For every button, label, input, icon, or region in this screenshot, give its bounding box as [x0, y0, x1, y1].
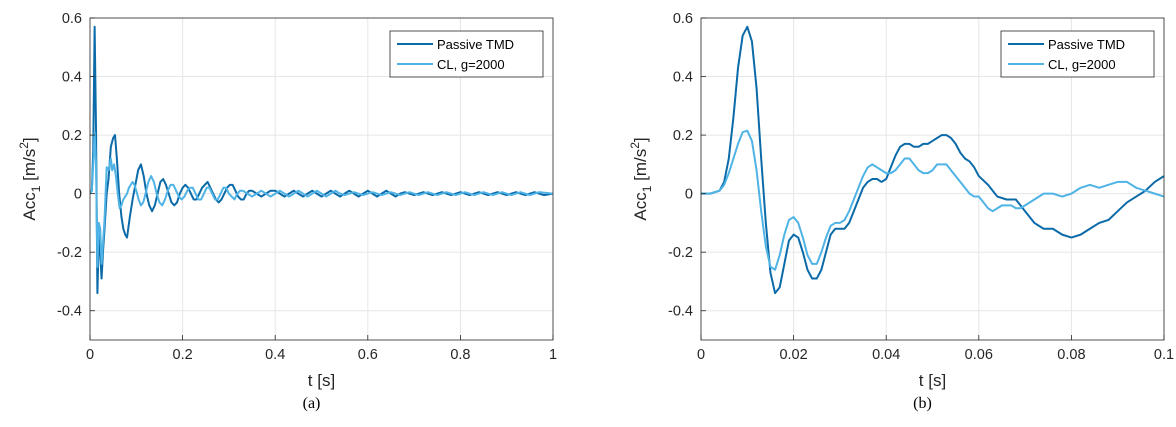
series-a	[90, 25, 553, 295]
x-tick-label: 0.06	[965, 347, 993, 363]
caption-b: (b)	[913, 395, 932, 412]
y-tick-label: -0.4	[57, 304, 82, 320]
legend-box	[389, 30, 544, 78]
y-axis-label-b: Acc1 [m/s2]	[628, 137, 654, 220]
legend-label: CL, g=2000	[437, 57, 505, 72]
series-line-cl-g2000	[90, 131, 553, 268]
x-tick-label: 0	[86, 347, 94, 363]
y-axis-label-part: ]	[631, 137, 650, 142]
legend-label: Passive TMD	[1048, 37, 1125, 52]
y-axis-label-part: [m/s	[631, 149, 650, 186]
x-tick-label: 1	[549, 347, 557, 363]
plot-frame-a	[89, 17, 554, 341]
x-tick-label: 0.1	[1154, 347, 1174, 363]
y-axis-label-part: 2	[17, 142, 31, 149]
y-axis-label-part: [m/s	[20, 149, 39, 186]
y-axis-label-part: 1	[640, 185, 654, 192]
y-tick-label: 0.2	[673, 128, 693, 144]
x-ticks-a: 0 0.2 0.4 0.6 0.8 1	[86, 335, 557, 363]
series-line-passive-tmd	[701, 25, 1164, 295]
y-tick-label: -0.2	[57, 245, 82, 261]
y-tick-label: 0	[74, 187, 82, 203]
y-ticks-b: -0.4 -0.2 0 0.2 0.4 0.6	[668, 11, 706, 320]
x-axis-label-b: t [s]	[919, 371, 946, 390]
y-axis-label-part: ]	[20, 137, 39, 142]
y-tick-label: -0.2	[668, 245, 693, 261]
y-tick-label: 0.6	[673, 11, 693, 27]
y-tick-label: 0.6	[62, 11, 82, 27]
legend-label: CL, g=2000	[1048, 57, 1116, 72]
legend-b: Passive TMD CL, g=2000	[1000, 30, 1155, 78]
x-tick-label: 0	[697, 347, 705, 363]
series-b	[701, 25, 1164, 295]
x-tick-label: 0.6	[358, 347, 378, 363]
y-tick-label: -0.4	[668, 304, 693, 320]
y-tick-label: 0.4	[62, 70, 82, 86]
x-axis-label-a: t [s]	[308, 371, 335, 390]
x-tick-label: 0.8	[450, 347, 470, 363]
panel-b-chart: 0 0.02 0.04 0.06 0.08 0.1 -0.4-0.200.20.40.6 …	[628, 11, 1174, 412]
legend-box	[1000, 30, 1155, 78]
legend-a: Passive TMD CL, g=2000	[389, 30, 544, 78]
x-tick-label: 0.4	[265, 347, 285, 363]
y-axis-label-part: 1	[29, 185, 43, 192]
caption-a: (a)	[303, 395, 321, 412]
x-tick-label: 0.02	[779, 347, 807, 363]
y-tick-label: 0.2	[62, 128, 82, 144]
series-line-cl-g2000	[701, 129, 1164, 271]
x-tick-label: 0.2	[173, 347, 193, 363]
panel-a-chart: 0 0.2 0.4 0.6 0.8 1 -0.4-0.200.20.40.6 t [s] …	[17, 11, 557, 412]
x-tick-label: 0.04	[872, 347, 900, 363]
y-axis-label-part: Acc	[631, 192, 650, 221]
y-tick-label: 0.4	[673, 70, 693, 86]
y-tick-label: 0	[685, 187, 693, 203]
y-ticks-a: -0.4 -0.2 0 0.2 0.4 0.6	[57, 11, 95, 320]
y-axis-label-part: 2	[628, 142, 642, 149]
y-axis-label-a: Acc1 [m/s2]	[17, 137, 43, 220]
x-ticks-b: 0 0.02 0.04 0.06 0.08 0.1	[697, 335, 1174, 363]
plot-frame-b	[700, 17, 1165, 341]
legend-label: Passive TMD	[437, 37, 514, 52]
x-tick-label: 0.08	[1057, 347, 1085, 363]
y-axis-label-part: Acc	[20, 192, 39, 221]
